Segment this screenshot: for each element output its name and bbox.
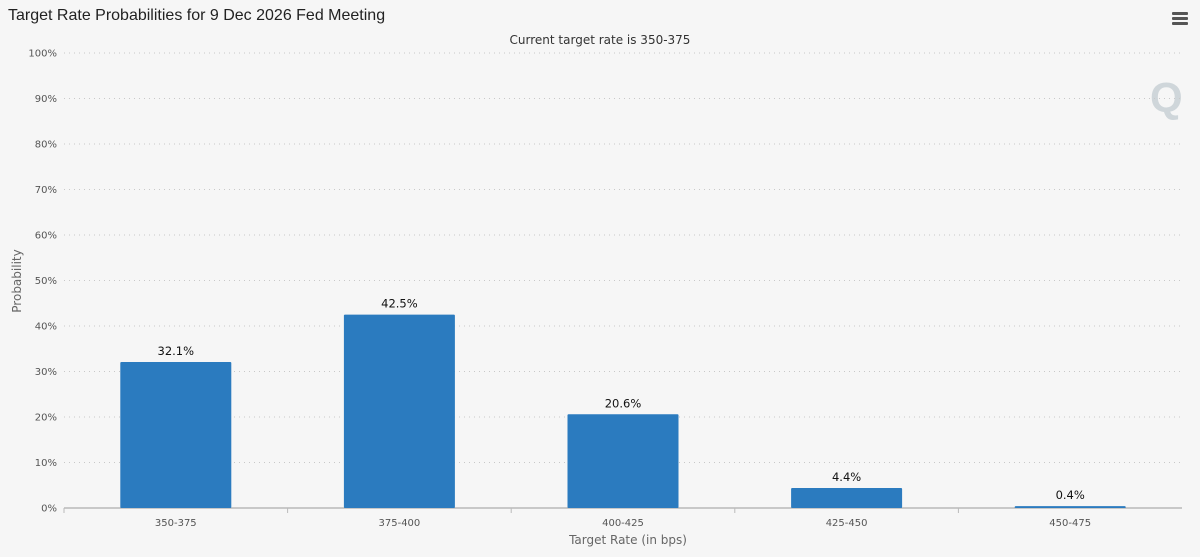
y-tick-label: 90% <box>35 94 57 105</box>
y-axis-ticks: 0% 10% 20% 30% 40% 50% 60% 70% 80% 90% 100% <box>28 49 57 515</box>
bar <box>791 487 903 508</box>
data-label: 4.4% <box>832 470 861 484</box>
x-tick-label: 350-375 <box>155 518 197 529</box>
bars <box>120 314 1126 508</box>
y-tick-label: 60% <box>35 231 57 242</box>
y-tick-label: 30% <box>35 367 57 378</box>
chart-subtitle: Current target rate is 350-375 <box>510 33 691 47</box>
x-axis-ticks: 350-375 375-400 400-425 425-450 450-475 <box>63 508 1091 529</box>
bar <box>120 361 232 508</box>
y-tick-label: 20% <box>35 413 57 424</box>
x-tick-label: 425-450 <box>826 518 868 529</box>
x-axis-title: Target Rate (in bps) <box>568 533 687 547</box>
page-title: Target Rate Probabilities for 9 Dec 2026… <box>8 7 386 24</box>
bar <box>343 314 455 508</box>
bar <box>1014 506 1126 508</box>
y-tick-label: 50% <box>35 276 57 287</box>
data-label: 20.6% <box>605 396 642 410</box>
y-tick-label: 40% <box>35 322 57 333</box>
y-tick-label: 100% <box>28 49 57 60</box>
y-tick-label: 10% <box>35 458 57 469</box>
data-labels: 32.1% 42.5% 20.6% 4.4% 0.4% <box>158 297 1085 503</box>
data-label: 0.4% <box>1056 488 1085 502</box>
y-axis-title: Probability <box>10 249 24 312</box>
bar <box>567 414 679 508</box>
x-tick-label: 450-475 <box>1049 518 1091 529</box>
y-tick-label: 0% <box>41 504 57 515</box>
data-label: 32.1% <box>158 344 195 358</box>
y-tick-label: 80% <box>35 140 57 151</box>
watermark-logo: Q <box>1150 74 1183 121</box>
x-tick-label: 400-425 <box>602 518 644 529</box>
y-tick-label: 70% <box>35 185 57 196</box>
hamburger-menu-icon[interactable] <box>1172 12 1188 26</box>
x-tick-label: 375-400 <box>379 518 421 529</box>
data-label: 42.5% <box>381 297 418 311</box>
